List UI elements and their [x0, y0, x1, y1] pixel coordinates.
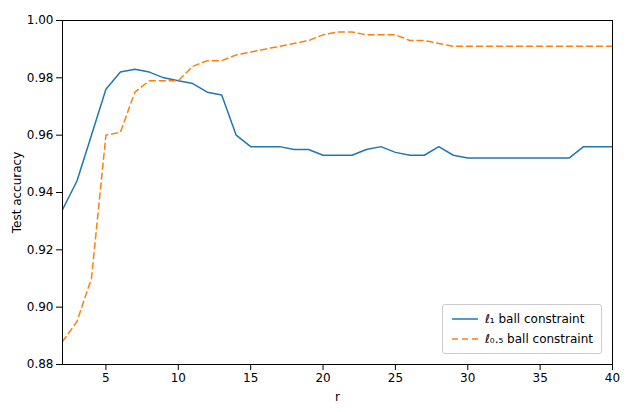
svg-text:25: 25 — [388, 371, 403, 385]
svg-text:40: 40 — [605, 371, 620, 385]
html-text:ℓ₀.₅ ball constraint: ℓ₀.₅ ball constraint — [484, 332, 593, 346]
svg-text:20: 20 — [315, 371, 330, 385]
svg-text:1.00: 1.00 — [27, 13, 54, 27]
svg-text:30: 30 — [460, 371, 475, 385]
svg-text:Test accuracy: Test accuracy — [10, 152, 24, 235]
svg-text:0.90: 0.90 — [27, 300, 54, 314]
html-text:ℓ₁ ball constraint: ℓ₁ ball constraint — [484, 312, 585, 326]
svg-text:0.98: 0.98 — [27, 71, 54, 85]
svg-text:15: 15 — [243, 371, 258, 385]
svg-text:r: r — [335, 390, 340, 404]
svg-text:0.96: 0.96 — [27, 128, 54, 142]
svg-text:35: 35 — [532, 371, 547, 385]
svg-text:5: 5 — [102, 371, 110, 385]
svg-text:0.94: 0.94 — [27, 185, 54, 199]
svg-text:0.88: 0.88 — [27, 357, 54, 371]
svg-text:10: 10 — [171, 371, 186, 385]
svg-text:0.92: 0.92 — [27, 243, 54, 257]
